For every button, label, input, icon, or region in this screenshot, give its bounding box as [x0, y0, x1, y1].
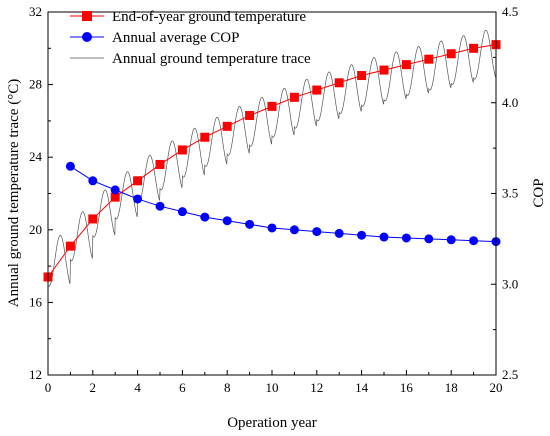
- x-tick-label: 18: [445, 380, 458, 395]
- cop-point: [155, 201, 165, 211]
- legend-marker-cop: [82, 32, 92, 42]
- x-tick-label: 6: [179, 380, 186, 395]
- temperature-point: [245, 110, 255, 120]
- legend-item-cop: Annual average COP: [70, 30, 239, 46]
- cop-point: [65, 161, 75, 171]
- legend-item-temperature: End-of-year ground temperature: [70, 9, 306, 25]
- cop-point: [289, 225, 299, 235]
- cop-point: [110, 185, 120, 195]
- cop-point: [88, 176, 98, 186]
- legend-label-temperature: End-of-year ground temperature: [112, 9, 306, 25]
- cop-point: [401, 233, 411, 243]
- y-left-tick-label: 16: [29, 294, 43, 309]
- x-tick-label: 0: [45, 380, 52, 395]
- cop-layer: [65, 161, 501, 247]
- y-left-tick-label: 12: [29, 367, 42, 382]
- temperature-point: [469, 43, 479, 53]
- tick-layer: 0 2 4 6 8 10 12 14 16 18 201216202428322.53.03.54.…: [29, 4, 518, 395]
- x-tick-label: 8: [224, 380, 231, 395]
- legend-marker-temperature: [82, 11, 92, 21]
- y-left-tick-label: 20: [29, 222, 42, 237]
- temperature-point: [222, 121, 232, 131]
- temperature-point: [65, 241, 75, 251]
- cop-point: [200, 212, 210, 222]
- x-tick-label: 10: [266, 380, 279, 395]
- y-left-tick-label: 24: [29, 149, 43, 164]
- temperature-trace-line: [47, 29, 496, 287]
- cop-point: [379, 232, 389, 242]
- cop-point: [424, 234, 434, 244]
- cop-point: [334, 228, 344, 238]
- cop-point: [245, 219, 255, 229]
- end-of-year-temperature-layer: [43, 40, 501, 282]
- temperature-point: [357, 71, 367, 81]
- temperature-point: [424, 54, 434, 64]
- temperature-point: [88, 214, 98, 224]
- y-right-tick-label: 3.0: [502, 276, 518, 291]
- y-right-tick-label: 3.5: [502, 186, 518, 201]
- y-right-tick-label: 2.5: [502, 367, 518, 382]
- y-left-axis-title: Annual ground temperature trace (°C): [6, 79, 22, 307]
- cop-point: [357, 230, 367, 240]
- temperature-point: [289, 92, 299, 102]
- temperature-point: [334, 78, 344, 88]
- x-tick-label: 2: [90, 380, 97, 395]
- cop-point: [469, 236, 479, 246]
- cop-point: [312, 227, 322, 237]
- y-right-tick-label: 4.5: [502, 4, 518, 19]
- plot-area: [43, 29, 501, 287]
- y-left-tick-label: 28: [29, 77, 42, 92]
- legend-label-cop: Annual average COP: [112, 30, 239, 46]
- temperature-point: [379, 65, 389, 75]
- cop-point: [222, 216, 232, 226]
- temperature-point: [401, 60, 411, 70]
- legend-label-trace: Annual ground temperature trace: [112, 51, 311, 67]
- temperature-point: [200, 132, 210, 142]
- x-axis-title: Operation year: [227, 415, 317, 431]
- temperature-point: [446, 49, 456, 59]
- temperature-point: [267, 101, 277, 111]
- x-tick-label: 20: [490, 380, 503, 395]
- x-tick-label: 16: [400, 380, 414, 395]
- temperature-point: [177, 145, 187, 155]
- cop-point: [267, 223, 277, 233]
- cop-point: [446, 235, 456, 245]
- temperature-point: [133, 176, 143, 186]
- temperature-point: [110, 192, 120, 202]
- x-tick-label: 14: [355, 380, 369, 395]
- cop-point: [177, 207, 187, 217]
- legend: End-of-year ground temperature Annual av…: [70, 9, 311, 67]
- x-tick-label: 4: [134, 380, 141, 395]
- temperature-point: [312, 85, 322, 95]
- x-tick-label: 12: [310, 380, 323, 395]
- cop-point: [133, 194, 143, 204]
- y-right-axis-title: COP: [531, 178, 547, 207]
- legend-item-trace: Annual ground temperature trace: [70, 51, 311, 67]
- temperature-trace-layer: [47, 29, 496, 287]
- y-left-tick-label: 32: [29, 4, 42, 19]
- temperature-point: [155, 159, 165, 169]
- y-right-tick-label: 4.0: [502, 95, 518, 110]
